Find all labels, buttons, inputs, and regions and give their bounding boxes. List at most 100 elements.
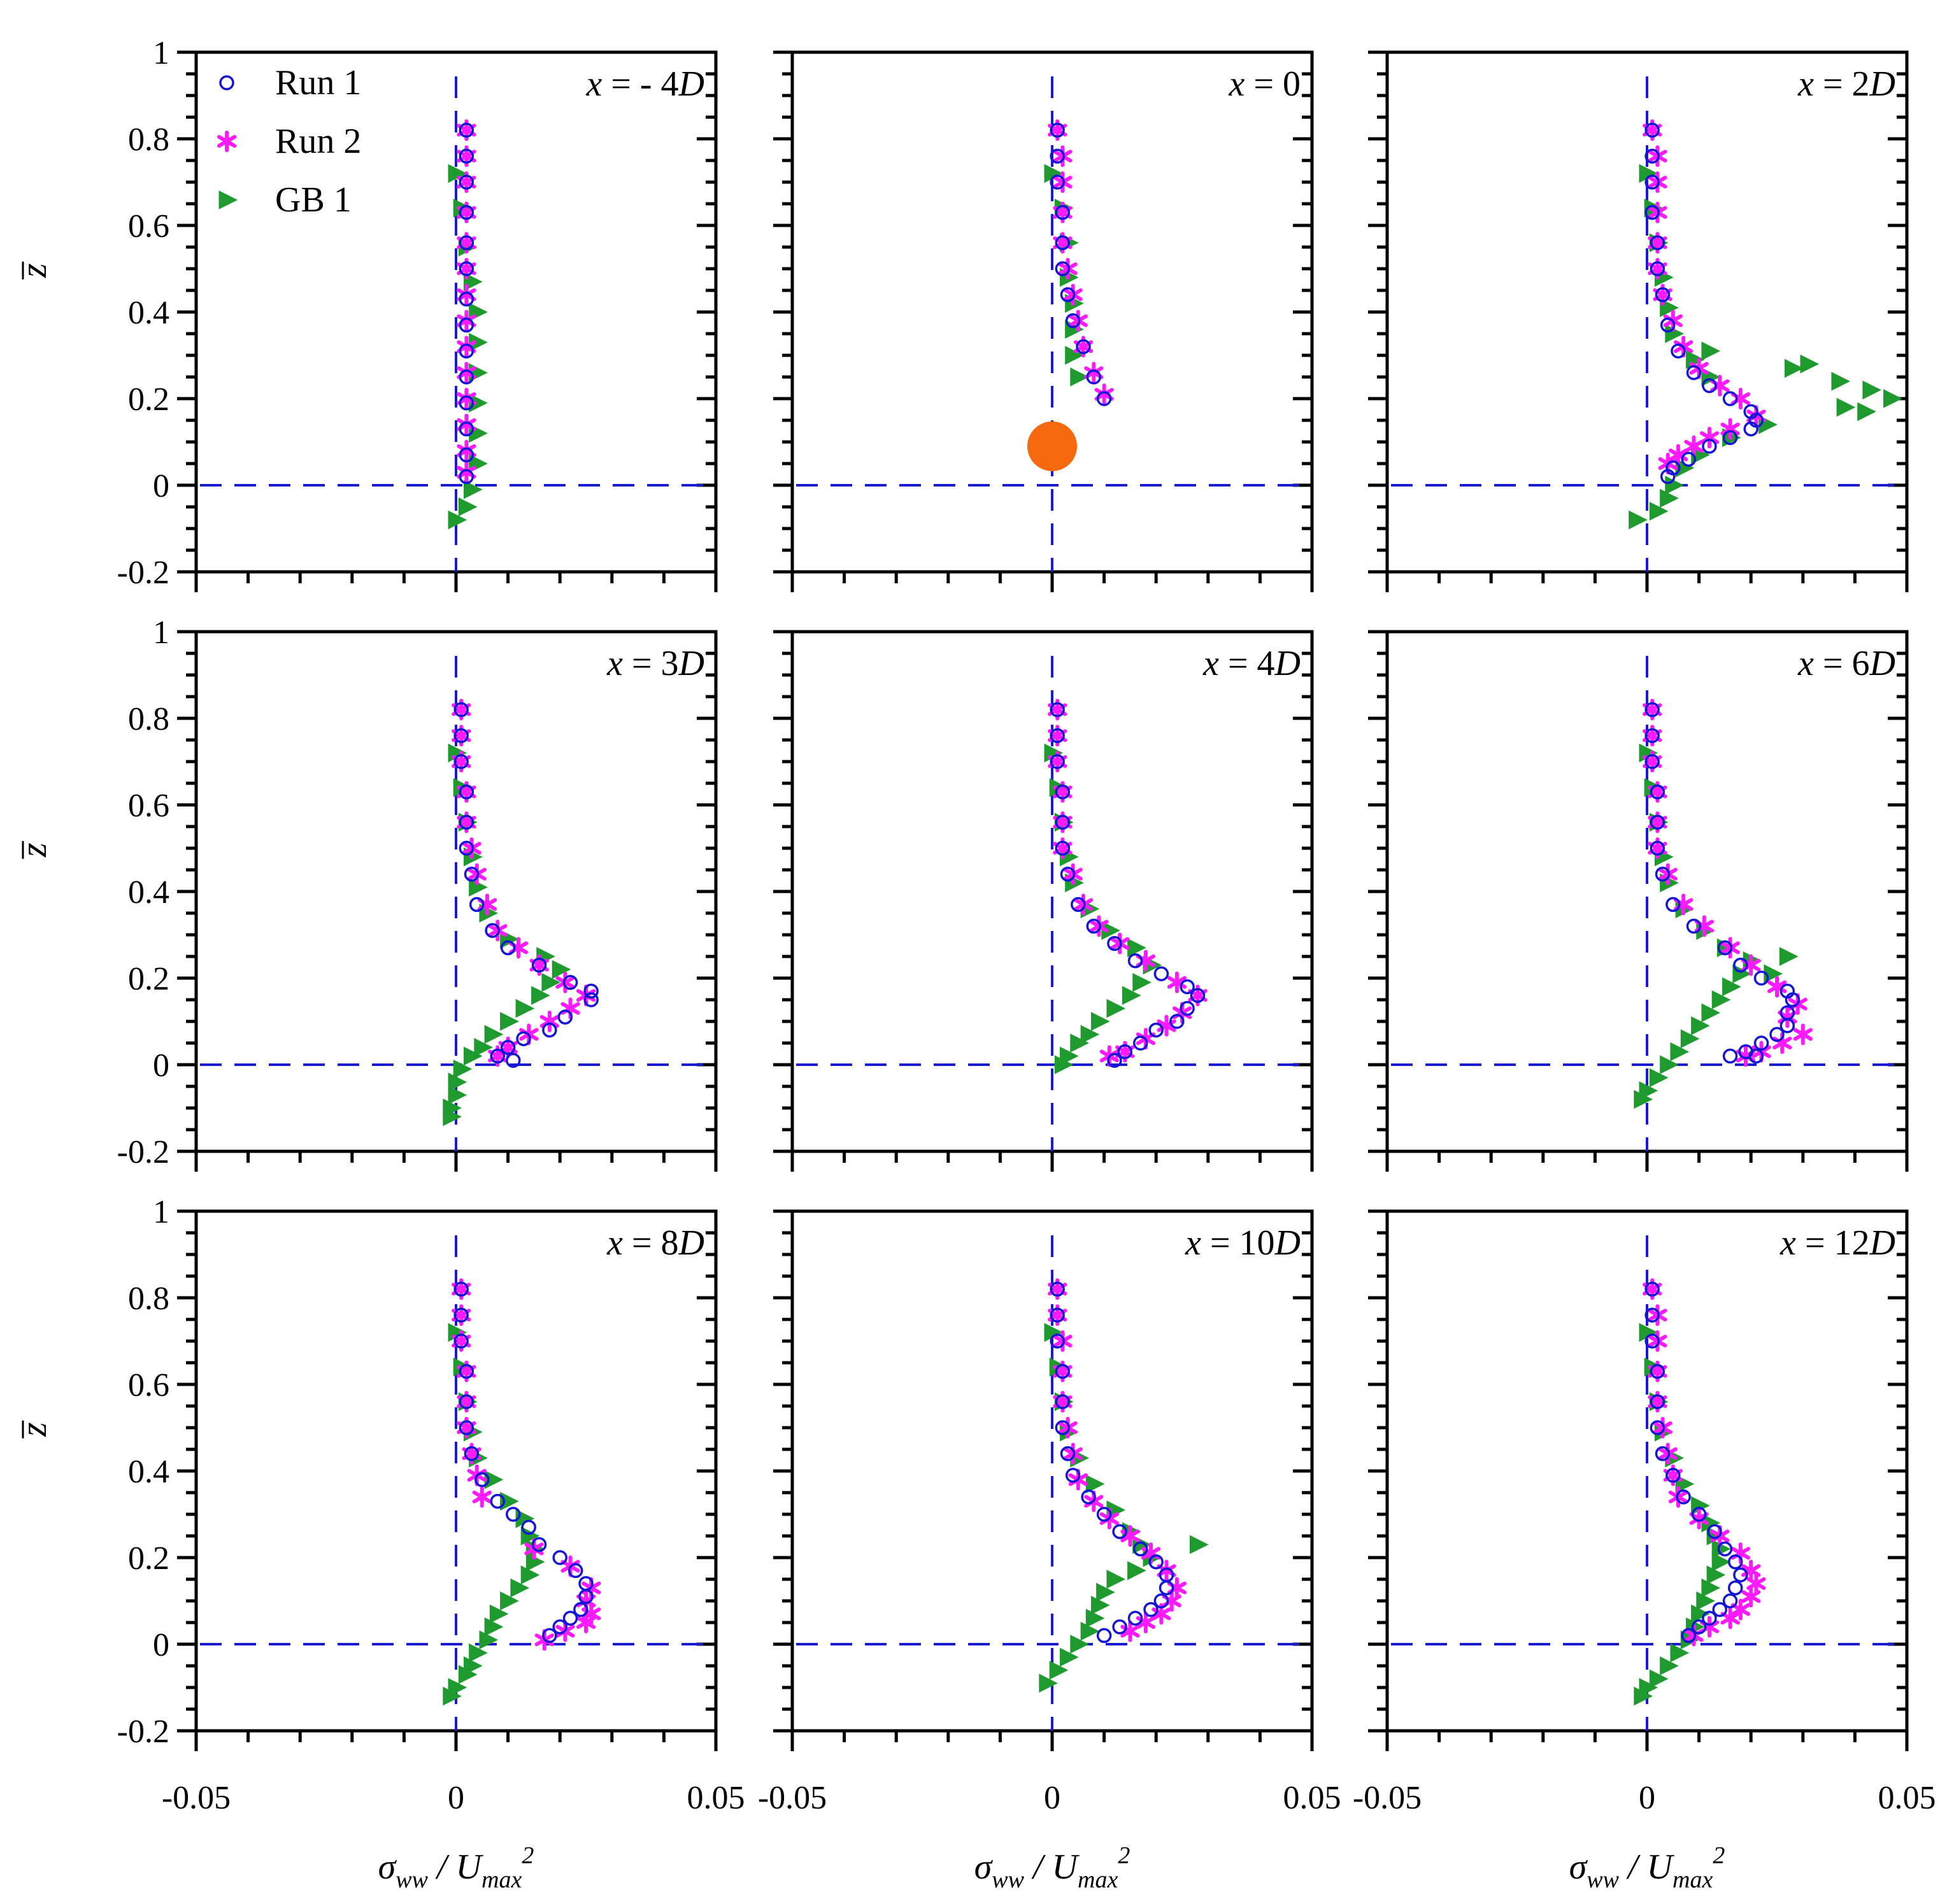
- run1-point: [1733, 957, 1748, 973]
- run1-point: [1086, 369, 1102, 385]
- run1-point: [1660, 317, 1676, 333]
- gb1-point: [443, 1107, 462, 1126]
- run1-point: [1153, 1593, 1169, 1609]
- run1-point: [1644, 754, 1660, 769]
- run1-point: [567, 1563, 583, 1579]
- run1-point: [459, 122, 474, 138]
- gb1-point: [463, 1046, 483, 1066]
- run1-point: [1644, 1307, 1660, 1323]
- run2-point: [462, 837, 481, 859]
- run1-point: [1096, 1628, 1112, 1644]
- run2-point: [1658, 1442, 1678, 1465]
- run1-point: [1055, 261, 1071, 276]
- panel-title-unit: D: [678, 1223, 704, 1263]
- x-axis-label-label-sub: ww: [1587, 1866, 1619, 1893]
- run1-point: [459, 814, 474, 830]
- y-tick-label: 0.6: [128, 1367, 169, 1403]
- gb1-point: [458, 497, 478, 516]
- run1-point: [474, 1472, 490, 1488]
- run1-point: [1650, 235, 1665, 250]
- run1-point: [542, 1022, 557, 1038]
- x-tick-label: -0.05: [758, 1780, 827, 1816]
- y-tick-label: 0.8: [128, 1281, 169, 1317]
- run1-point: [1065, 1468, 1081, 1483]
- gb1-series: [1634, 1323, 1731, 1706]
- run1-point: [1655, 867, 1671, 882]
- legend-marker-run1: [219, 75, 234, 90]
- run1-point: [1076, 339, 1091, 355]
- run1-point: [1055, 814, 1071, 830]
- y-tick-label: 0.2: [128, 381, 169, 418]
- run1-point: [1148, 1022, 1164, 1038]
- run1-point: [490, 1493, 506, 1509]
- gb1-point: [1649, 1669, 1669, 1689]
- run1-point: [516, 1031, 531, 1046]
- run1-point: [459, 841, 474, 856]
- y-tick-label: 0: [153, 1627, 169, 1663]
- gb1-point: [1836, 397, 1856, 417]
- run1-point: [1055, 1394, 1071, 1409]
- run1-point: [1050, 1307, 1065, 1323]
- run1-point: [459, 369, 474, 385]
- gb1-point: [484, 1617, 504, 1637]
- run1-point: [464, 1446, 480, 1461]
- run1-point: [1686, 918, 1702, 934]
- panel-title-rest: = 4: [1219, 644, 1275, 683]
- run1-point: [1055, 204, 1071, 220]
- legend: Run 1 Run 2 GB 1: [217, 63, 361, 220]
- run1-point: [459, 204, 474, 220]
- gb1-point: [448, 1072, 467, 1092]
- panel-title-rest: = 12: [1796, 1223, 1870, 1263]
- run2-point: [1668, 1486, 1688, 1508]
- gb1-point: [1039, 1673, 1058, 1693]
- panel-title: x = 2D: [1797, 64, 1895, 104]
- run1-point: [1055, 841, 1071, 856]
- gb1-point: [531, 986, 550, 1005]
- run2-series: [1643, 699, 1813, 1067]
- run1-point: [490, 1048, 506, 1064]
- gb1-point: [500, 1012, 519, 1031]
- run1-point: [1665, 897, 1681, 913]
- run2-point: [1068, 309, 1088, 332]
- y-axis-label: z: [13, 261, 54, 280]
- x-tick-label: 0: [448, 1780, 464, 1816]
- gb1-point: [1049, 1660, 1069, 1680]
- run2-point: [1053, 1330, 1073, 1352]
- gb1-point: [1106, 1570, 1126, 1589]
- gb1-point: [520, 1565, 540, 1585]
- x-tick-label: 0: [1044, 1780, 1060, 1816]
- gb1-point: [484, 1025, 504, 1044]
- run2-series: [1643, 119, 1766, 474]
- run1-point: [583, 983, 599, 999]
- run1-point: [1644, 204, 1660, 220]
- run1-point: [1180, 979, 1195, 995]
- gb1-point: [500, 1591, 519, 1610]
- panel-title: x = 6D: [1797, 644, 1895, 683]
- gb1-point: [1090, 1012, 1110, 1031]
- run1-point: [1153, 966, 1169, 981]
- run2-point: [1648, 1304, 1667, 1326]
- panel-title: x = - 4D: [585, 64, 704, 104]
- gb1-point: [1701, 1003, 1721, 1023]
- gb1-point: [1706, 1565, 1726, 1585]
- run1-point: [459, 421, 474, 437]
- run2-point: [1058, 258, 1078, 280]
- gb1-point: [1649, 501, 1669, 521]
- run1-point: [1753, 970, 1769, 986]
- run1-point: [1055, 1363, 1071, 1379]
- panel-title-rest: = 2: [1814, 64, 1870, 104]
- run2-point: [1730, 1598, 1751, 1621]
- panel-title-var: x: [1185, 1223, 1201, 1263]
- run1-point: [1096, 391, 1112, 406]
- run2-point: [1648, 145, 1667, 167]
- run1-series: [1050, 1281, 1174, 1644]
- x-axis-label-label-main: σ: [974, 1847, 994, 1887]
- run1-point: [1148, 1554, 1164, 1570]
- gb1-point: [448, 1085, 467, 1105]
- run1-series: [1050, 702, 1206, 1068]
- panel-title-var: x: [1779, 1223, 1796, 1263]
- run1-point: [1727, 1580, 1743, 1596]
- run2-point: [1063, 863, 1083, 885]
- gb1-point: [1670, 1042, 1690, 1062]
